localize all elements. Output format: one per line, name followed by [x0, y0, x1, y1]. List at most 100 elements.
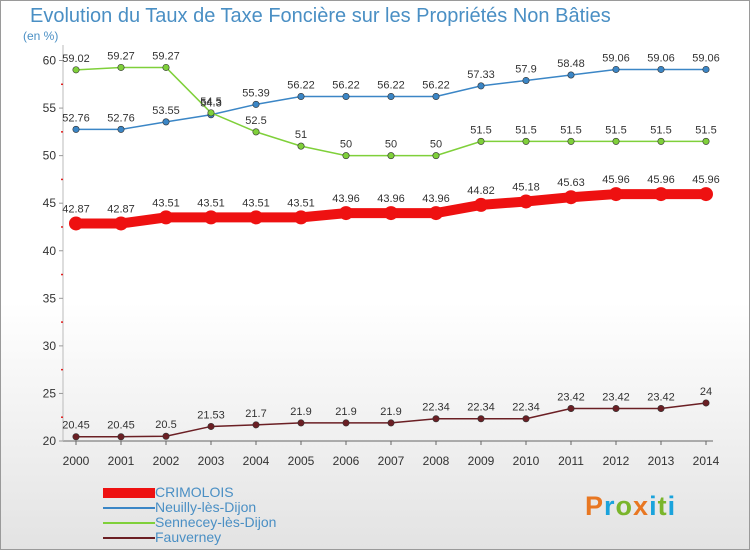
- legend-label: Neuilly-lès-Dijon: [155, 499, 257, 515]
- data-label-neuilly-les-dijon: 53.55: [152, 105, 180, 117]
- data-label-sennecey-les-dijon: 54.5: [200, 96, 221, 108]
- y-tick-label: 45: [43, 196, 57, 210]
- data-point-crimolois: [609, 187, 623, 202]
- x-tick-label: 2001: [108, 454, 135, 468]
- data-label-crimolois: 43.51: [152, 197, 180, 209]
- data-label-neuilly-les-dijon: 57.33: [467, 69, 495, 81]
- x-tick-label: 2002: [153, 454, 180, 468]
- data-label-crimolois: 43.51: [242, 197, 270, 209]
- data-label-sennecey-les-dijon: 51.5: [695, 124, 716, 136]
- data-label-sennecey-les-dijon: 59.27: [152, 50, 180, 62]
- data-point-neuilly-les-dijon: [162, 118, 170, 126]
- data-label-crimolois: 45.18: [512, 181, 540, 193]
- data-label-neuilly-les-dijon: 52.76: [107, 112, 135, 124]
- data-label-sennecey-les-dijon: 51.5: [470, 124, 491, 136]
- data-label-crimolois: 45.96: [602, 174, 630, 186]
- data-point-fauverney: [207, 422, 215, 430]
- data-point-fauverney: [342, 419, 350, 427]
- data-point-neuilly-les-dijon: [297, 92, 305, 100]
- data-point-crimolois: [564, 190, 578, 205]
- data-point-crimolois: [204, 210, 218, 225]
- data-point-fauverney: [117, 433, 125, 441]
- data-label-fauverney: 23.42: [647, 391, 675, 403]
- data-label-crimolois: 42.87: [107, 203, 135, 215]
- data-point-fauverney: [567, 404, 575, 412]
- data-point-fauverney: [432, 415, 440, 423]
- legend-label: Sennecey-lès-Dijon: [155, 514, 277, 530]
- x-tick-label: 2007: [378, 454, 405, 468]
- x-tick-label: 2011: [558, 454, 584, 468]
- x-tick-label: 2013: [648, 454, 675, 468]
- data-point-crimolois: [474, 197, 488, 212]
- data-point-fauverney: [252, 421, 260, 429]
- data-point-neuilly-les-dijon: [612, 65, 620, 73]
- data-point-crimolois: [159, 210, 173, 225]
- logo-letter: P: [585, 491, 605, 521]
- y-tick-label: 40: [43, 244, 57, 258]
- x-tick-label: 2006: [333, 454, 360, 468]
- data-label-neuilly-les-dijon: 56.22: [332, 79, 360, 91]
- y-tick-label: 55: [43, 101, 57, 115]
- data-label-sennecey-les-dijon: 51.5: [605, 124, 626, 136]
- data-point-sennecey-les-dijon: [567, 137, 575, 145]
- data-point-sennecey-les-dijon: [657, 137, 665, 145]
- data-label-fauverney: 24: [700, 386, 712, 398]
- data-point-neuilly-les-dijon: [387, 92, 395, 100]
- data-point-sennecey-les-dijon: [162, 63, 170, 71]
- data-point-crimolois: [249, 210, 263, 225]
- data-label-fauverney: 21.9: [335, 406, 356, 418]
- data-label-sennecey-les-dijon: 50: [340, 139, 352, 151]
- data-point-neuilly-les-dijon: [342, 92, 350, 100]
- data-point-sennecey-les-dijon: [522, 137, 530, 145]
- legend-swatch: [103, 507, 155, 509]
- data-label-crimolois: 43.51: [197, 197, 225, 209]
- data-label-neuilly-les-dijon: 59.06: [692, 52, 720, 64]
- data-label-neuilly-les-dijon: 56.22: [422, 79, 450, 91]
- x-tick-label: 2008: [423, 454, 450, 468]
- data-point-crimolois: [384, 206, 398, 221]
- x-tick-label: 2014: [693, 454, 720, 468]
- data-label-neuilly-les-dijon: 55.39: [242, 87, 270, 99]
- data-point-sennecey-les-dijon: [72, 66, 80, 74]
- data-label-neuilly-les-dijon: 58.48: [557, 58, 585, 70]
- legend-swatch: [103, 488, 155, 498]
- data-point-sennecey-les-dijon: [342, 152, 350, 160]
- logo-letter: i: [649, 491, 658, 521]
- data-label-neuilly-les-dijon: 56.22: [377, 79, 405, 91]
- data-label-neuilly-les-dijon: 59.06: [647, 52, 675, 64]
- logo-letter: t: [657, 491, 668, 521]
- logo-letter: r: [604, 491, 616, 521]
- data-label-fauverney: 20.45: [107, 420, 135, 432]
- data-point-sennecey-les-dijon: [387, 152, 395, 160]
- data-label-crimolois: 43.96: [422, 193, 450, 205]
- x-tick-label: 2005: [288, 454, 315, 468]
- data-label-sennecey-les-dijon: 52.5: [245, 115, 266, 127]
- data-label-crimolois: 44.82: [467, 185, 495, 197]
- proxiti-logo: Proxiti: [585, 491, 676, 522]
- data-point-sennecey-les-dijon: [477, 137, 485, 145]
- legend-label: CRIMOLOIS: [155, 484, 234, 500]
- data-point-sennecey-les-dijon: [702, 137, 710, 145]
- data-label-crimolois: 45.63: [557, 177, 585, 189]
- data-point-crimolois: [654, 187, 668, 202]
- data-label-crimolois: 42.87: [62, 203, 90, 215]
- data-point-neuilly-les-dijon: [567, 71, 575, 79]
- data-label-sennecey-les-dijon: 59.27: [107, 50, 135, 62]
- data-point-crimolois: [294, 210, 308, 225]
- data-point-fauverney: [612, 404, 620, 412]
- x-tick-label: 2010: [513, 454, 540, 468]
- data-point-crimolois: [69, 216, 83, 231]
- data-label-fauverney: 21.7: [245, 408, 266, 420]
- data-point-sennecey-les-dijon: [117, 63, 125, 71]
- x-tick-label: 2012: [603, 454, 630, 468]
- data-point-sennecey-les-dijon: [297, 142, 305, 150]
- x-tick-label: 2009: [468, 454, 495, 468]
- y-tick-label: 20: [43, 434, 57, 448]
- data-label-fauverney: 21.9: [380, 406, 401, 418]
- data-point-neuilly-les-dijon: [657, 65, 665, 73]
- data-label-crimolois: 43.51: [287, 197, 315, 209]
- data-label-fauverney: 21.9: [290, 406, 311, 418]
- data-point-fauverney: [72, 433, 80, 441]
- logo-letter: o: [615, 491, 634, 521]
